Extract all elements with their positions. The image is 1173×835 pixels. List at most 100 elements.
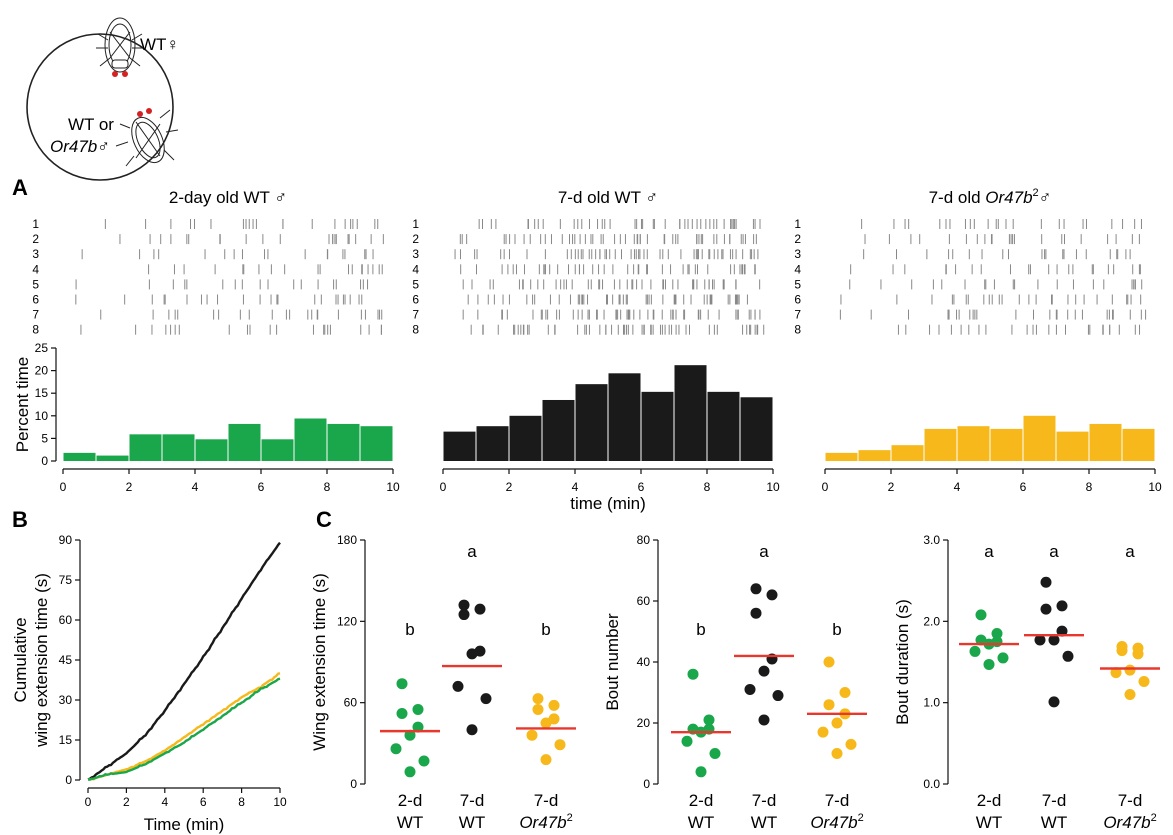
raster-row-label: 1 [794, 217, 801, 231]
histogram-bar [575, 384, 608, 461]
group-0: b 2-d WT [671, 620, 731, 832]
histogram-bar [195, 439, 228, 461]
y-tick-label: 25 [35, 341, 49, 355]
data-point [1048, 634, 1060, 646]
group-label-line1: 7-d [752, 791, 777, 810]
y-tick-label: 60 [59, 613, 73, 627]
data-point [532, 693, 544, 705]
y-tick-label: 0 [350, 777, 357, 791]
data-point [1124, 664, 1136, 676]
chart-title: 2-day old WT ♂ [169, 188, 287, 207]
data-point [823, 699, 835, 711]
group-label-line2: WT [751, 813, 777, 832]
significance-letter: a [984, 542, 994, 561]
significance-letter: b [405, 620, 414, 639]
x-tick-label: 8 [238, 795, 245, 809]
data-point [458, 599, 470, 611]
raster-row-label: 7 [794, 308, 801, 322]
y-tick-label: 0 [65, 773, 72, 787]
histogram-bar [957, 426, 990, 461]
x-tick-label: 6 [638, 480, 645, 494]
x-tick-label: 10 [273, 795, 287, 809]
raster-row-label: 3 [32, 247, 39, 261]
y-tick-label: 45 [59, 653, 73, 667]
group-label-line2: WT [1041, 813, 1067, 832]
group-2: a 7-d Or47b2 [1100, 542, 1160, 832]
x-tick-label: 8 [704, 480, 711, 494]
y-tick-label: 1.0 [923, 696, 940, 710]
scatter-C1: 0 60 120 180 Wing extension time (s) b 2-d WT a 7… [310, 533, 576, 832]
raster-row-label: 8 [794, 323, 801, 337]
x-tick-label: 10 [386, 480, 400, 494]
data-point [823, 656, 835, 668]
raster-row [75, 294, 363, 305]
raster-row [119, 234, 384, 245]
x-tick-label: 8 [1086, 480, 1093, 494]
y-axis-label: Bout duration (s) [893, 599, 912, 725]
x-tick-label: 6 [200, 795, 207, 809]
group-2: b 7-d Or47b2 [516, 620, 576, 832]
data-point [997, 652, 1009, 664]
arena-circle [26, 33, 174, 181]
group-label-line2: Or47b2 [810, 812, 863, 832]
raster-row-label: 8 [32, 323, 39, 337]
histogram-bar [858, 450, 891, 461]
male-label-line1: WT or [68, 115, 114, 134]
y-tick-label: 10 [35, 409, 49, 423]
panel-label-A: A [12, 175, 28, 200]
histogram-bar [261, 439, 294, 461]
group-1: a 7-d WT [734, 542, 794, 832]
raster-row-label: 5 [794, 277, 801, 291]
histogram-bar [924, 428, 957, 461]
x-tick-label: 6 [1020, 480, 1027, 494]
x-tick-label: 0 [440, 480, 447, 494]
data-point [991, 628, 1003, 640]
raster-row [459, 234, 757, 245]
significance-letter: a [1049, 542, 1059, 561]
group-label-line2: WT [459, 813, 485, 832]
significance-letter: b [541, 620, 550, 639]
data-point [466, 648, 478, 660]
histogram-bar [891, 445, 924, 461]
data-point [1040, 603, 1052, 615]
female-fly-icon [96, 17, 144, 77]
series-line-yellow [87, 672, 281, 781]
x-axis-label: time (min) [570, 494, 646, 513]
raster-row [104, 219, 379, 229]
data-point [412, 703, 424, 715]
data-point [766, 589, 778, 601]
data-point [750, 607, 762, 619]
data-point [412, 721, 424, 733]
raster-row-label: 3 [794, 247, 801, 261]
data-point [1034, 634, 1046, 646]
histogram-bar [294, 418, 327, 461]
data-point [396, 708, 408, 720]
raster-row [454, 249, 759, 260]
y-tick-label: 0 [41, 454, 48, 468]
y-tick-label: 0.0 [923, 777, 940, 791]
raster-row [100, 309, 383, 320]
raster-row [478, 219, 761, 229]
group-label-line1: 2-d [689, 791, 714, 810]
raster-row-label: 5 [32, 277, 39, 291]
x-tick-label: 10 [766, 480, 780, 494]
y-tick-label: 2.0 [923, 614, 940, 628]
histogram-bar [476, 426, 509, 461]
panel-label-B: B [12, 507, 28, 532]
histogram-bar [674, 365, 707, 461]
data-point [758, 665, 770, 677]
data-point [831, 717, 843, 729]
y-axis-label: Wing extension time (s) [310, 573, 329, 751]
group-label-line1: 7-d [460, 791, 485, 810]
data-point [466, 724, 478, 736]
series-line-green [88, 677, 281, 781]
data-point [1040, 576, 1052, 588]
y-tick-label: 80 [637, 533, 651, 547]
histogram-bar [129, 434, 162, 461]
x-tick-label: 4 [161, 795, 168, 809]
data-point [1132, 648, 1144, 660]
raster-row [839, 309, 1147, 320]
